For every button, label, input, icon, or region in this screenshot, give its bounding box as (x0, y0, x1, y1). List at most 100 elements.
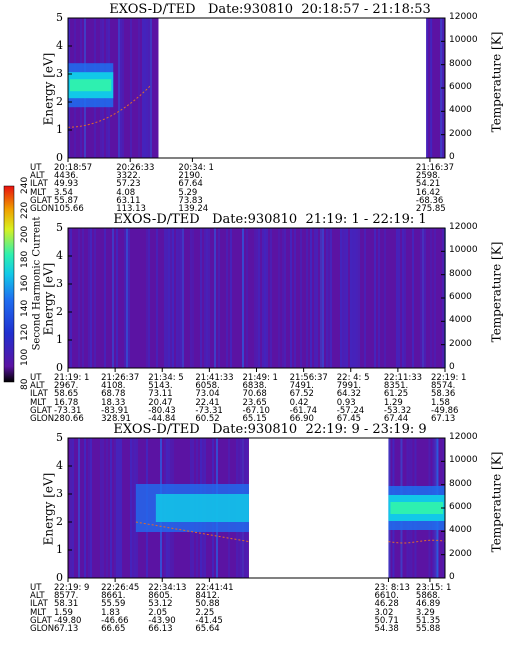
panel-3-eph-value: 6610. (374, 591, 399, 602)
panel-3-streak (72, 438, 74, 578)
panel-1-eph-value: 54.21 (415, 179, 441, 190)
panel-2-eph-value: 4108. (101, 381, 126, 392)
panel-2-eph-value: 70.68 (242, 389, 267, 400)
panel-3-eph-value: 55.88 (415, 624, 441, 634)
panel-3-eph-value: 2.05 (148, 607, 168, 618)
panel-1-eph-value: 16.42 (415, 187, 441, 198)
panel-2-eph-value: -67.10 (242, 405, 270, 416)
panel-2-streak (204, 228, 206, 368)
panel-2-eph-value: -61.74 (289, 405, 318, 416)
panel-3-rtick-label: 2000 (449, 548, 472, 559)
panel-2-streak (402, 228, 404, 368)
panel-2-right-label: Temperature [K] (489, 241, 504, 343)
panel-2-eph-value: 280.66 (54, 414, 84, 424)
panel-2-ytick-label: 1 (56, 333, 63, 346)
colorbar-tick-label: 100 (20, 348, 30, 366)
panel-1-eph-label: UT (30, 163, 42, 173)
panel-2-eph-value: 58.65 (54, 389, 79, 400)
panel-1-eph-value: 49.93 (54, 179, 79, 190)
panel-2-streak (322, 228, 324, 368)
panel-1-eph-value: 275.85 (415, 204, 446, 214)
panel-1-eph-value: 4.08 (116, 187, 136, 198)
panel-2-streak (116, 228, 118, 368)
panel-3-ytick-label: 1 (56, 543, 63, 556)
panel-1-rtick-label: 12000 (449, 12, 478, 22)
panel-2-streak (350, 228, 352, 368)
panel-2-streak (352, 228, 354, 368)
panel-2-eph-label: ILAT (30, 389, 48, 400)
panel-2-rtick-label: 8000 (449, 268, 472, 279)
panel-2-eph-value: 67.45 (336, 414, 362, 424)
panel-3-streak (88, 438, 90, 578)
panel-2-streak (316, 228, 318, 368)
panel-2-streak (282, 228, 284, 368)
panel-2-streak (342, 228, 344, 368)
panel-2-rtick-label: 12000 (449, 222, 478, 232)
panel-2-eph-value: -53.32 (383, 405, 412, 416)
panel-3-streak (84, 438, 86, 578)
panel-3-streak (120, 438, 122, 578)
panel-1-right-label: Temperature [K] (489, 31, 504, 133)
panel-2-streak (356, 228, 358, 368)
panel-2-streak (192, 228, 194, 368)
panel-2-streak (256, 228, 258, 368)
panel-2-eph-value: 61.25 (383, 389, 409, 400)
panel-1-eph-value: 57.23 (116, 179, 141, 190)
panel-1-streak (142, 18, 144, 158)
panel-2-streak (278, 228, 280, 368)
panel-1-ytick-label: 2 (56, 95, 63, 108)
panel-2-eph-value: 22:11:33 (383, 373, 423, 383)
panel-2-eph-value: -80.43 (148, 405, 176, 416)
panel-2-streak (70, 228, 72, 368)
panel-2-streak (384, 228, 386, 368)
panel-3-streak (106, 438, 108, 578)
panel-2-eph-value: 21:56:37 (289, 373, 328, 383)
panel-3-eph-value: 54.38 (374, 624, 399, 634)
panel-2-eph-value: 21:49: 1 (242, 373, 278, 383)
panel-2-eph-value: 0.93 (336, 397, 356, 408)
panel-2-eph-value: 67.44 (383, 414, 409, 424)
panel-2-streak (398, 228, 400, 368)
panel-1-eph-value: 20:26:33 (116, 163, 155, 173)
panel-2-eph-label: GLON (30, 414, 55, 424)
panel-2-eph-value: 23.65 (242, 397, 267, 408)
colorbar-tick-label: 80 (20, 378, 30, 390)
panel-1-ytick-label: 5 (56, 11, 63, 24)
panel-1-eph-label: GLAT (30, 195, 52, 206)
panel-3-rtick-label: 4000 (449, 525, 472, 536)
panel-3-eph-value: 5868. (415, 591, 441, 602)
panel-2-streak (164, 228, 166, 368)
panel-2-streak (88, 228, 90, 368)
panel-1-streak (146, 18, 148, 158)
panel-1-eph-label: MLT (30, 187, 47, 198)
panel-2-ytick-label: 5 (56, 221, 63, 234)
panel-2-eph-value: 7491. (289, 381, 314, 392)
panel-2-eph-label: MLT (30, 397, 47, 408)
panel-2-streak (230, 228, 232, 368)
panel-2-eph-value: 60.52 (195, 414, 220, 424)
panel-3-ytick-label: 5 (56, 431, 63, 444)
panel-1-eph-value: 67.64 (178, 179, 203, 190)
panel-1-rtick-label: 10000 (449, 35, 478, 46)
panel-3-eph-value: 3.02 (374, 607, 394, 618)
panel-3-eph-value: -46.66 (101, 615, 129, 626)
panel-2-ylabel: Energy [eV] (41, 262, 56, 336)
panel-2-eph-value: 67.13 (431, 414, 456, 424)
panel-2-eph-value: 64.32 (336, 389, 362, 400)
panel-1-streak (148, 18, 150, 158)
panel-3-eph-value: 66.13 (148, 624, 173, 634)
panel-2-eph-value: 58.36 (431, 389, 456, 400)
panel-3-streak (118, 438, 120, 578)
panel-2-rtick-label: 6000 (449, 292, 472, 302)
panel-2-streak (176, 228, 178, 368)
panel-3-band-mid (155, 494, 249, 522)
panel-2-streak (290, 228, 292, 368)
panel-2-eph-value: 1.58 (431, 397, 450, 408)
panel-2-streak (412, 228, 414, 368)
panel-1-eph-value: 113.13 (116, 204, 146, 214)
panel-2-eph-value: -73.31 (195, 405, 223, 416)
panel-2-eph-value: 8351. (383, 381, 409, 392)
panel-2-streak (424, 228, 426, 368)
panel-2-streak (172, 228, 174, 368)
panel-1-streak (130, 18, 132, 158)
